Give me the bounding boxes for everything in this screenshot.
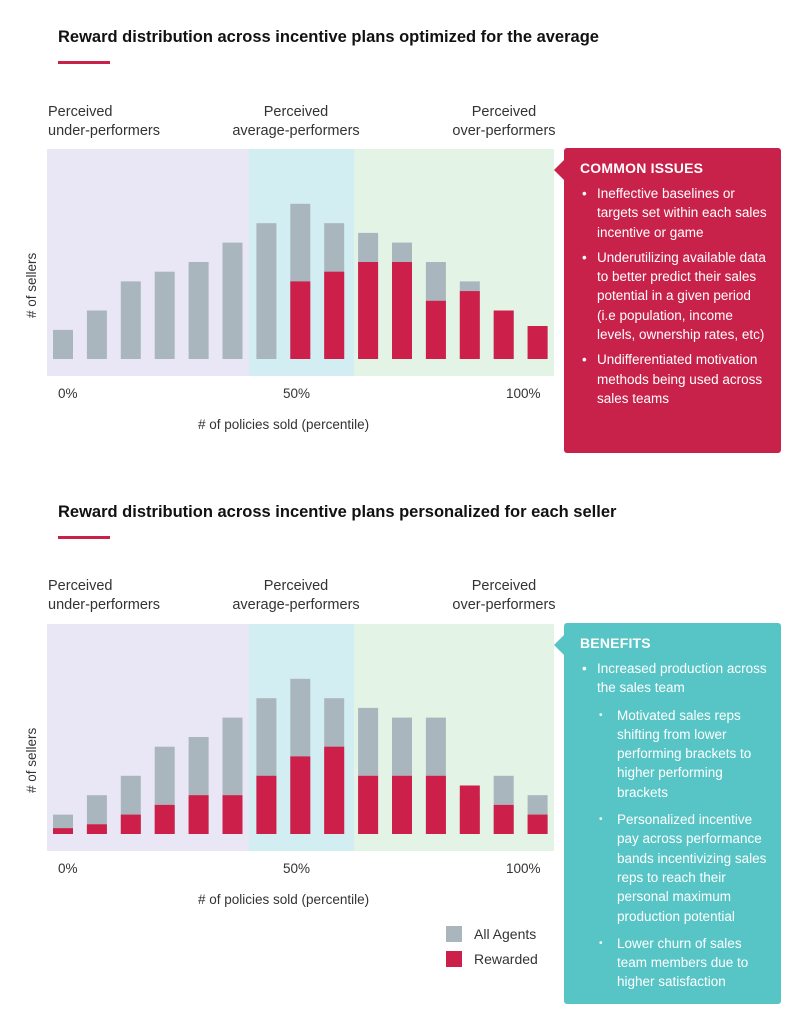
bar-all-agents <box>120 281 141 359</box>
band-label-line: under-performers <box>48 123 161 139</box>
chart2-band-label-over: Perceived over-performers <box>452 577 556 615</box>
bar-rewarded <box>358 775 379 834</box>
chart2-band-label-under: Perceived under-performers <box>48 577 160 615</box>
band-label-line: Perceived <box>48 104 113 120</box>
bar-rewarded <box>290 281 311 359</box>
band-label-line: Perceived <box>471 578 537 594</box>
bar-rewarded <box>256 775 277 834</box>
band-label-line: average-performers <box>232 123 360 139</box>
x-tick-0: 0% <box>58 861 78 876</box>
x-tick-0: 0% <box>58 386 78 401</box>
band-label-line: Perceived <box>263 578 329 594</box>
benefits-subitem: Motivated sales reps shifting from lower… <box>597 706 771 802</box>
bar-rewarded <box>290 756 311 834</box>
bar-all-agents <box>53 329 73 359</box>
bar-all-agents <box>222 242 243 359</box>
callout-title: COMMON ISSUES <box>580 160 704 176</box>
benefits-list: Increased production across the sales te… <box>580 659 771 992</box>
bar-rewarded <box>86 824 107 834</box>
x-axis-label: # of policies sold (percentile) <box>198 892 369 907</box>
bar-all-agents <box>86 310 107 359</box>
chart1-bars <box>53 203 548 359</box>
chart1-svg: 0% 50% 100% # of policies sold (percenti… <box>24 149 554 432</box>
chart1-band-label-average: Perceived average-performers <box>232 103 360 141</box>
bar-rewarded <box>392 775 412 834</box>
bar-rewarded <box>53 828 73 834</box>
chart1-band-label-under: Perceived under-performers <box>48 103 160 141</box>
chart1-title-rule <box>58 61 110 64</box>
legend-swatch-rewarded <box>446 951 462 967</box>
common-issues-callout: COMMON ISSUES Ineffective baselines or t… <box>554 148 781 453</box>
chart2-bars <box>53 678 548 834</box>
benefits-callout: BENEFITS Increased production across the… <box>554 623 781 1004</box>
x-tick-50: 50% <box>283 861 310 876</box>
bar-rewarded <box>154 804 175 834</box>
bar-rewarded <box>493 804 514 834</box>
benefits-subitem: Lower churn of sales team members due to… <box>597 934 771 992</box>
band-under <box>47 149 249 376</box>
benefits-sublist: Motivated sales reps shifting from lower… <box>597 706 771 992</box>
chart2-svg: 0% 50% 100% # of policies sold (percenti… <box>24 624 554 907</box>
band-over <box>354 149 554 376</box>
band-over <box>354 624 554 851</box>
issues-item: Undifferentiated motivation methods bein… <box>580 350 771 408</box>
issues-item: Underutilizing available data to better … <box>580 248 771 344</box>
callout-title: BENEFITS <box>580 635 651 651</box>
chart2-title-rule <box>58 536 110 539</box>
bar-rewarded <box>324 271 345 359</box>
x-tick-100: 100% <box>506 861 541 876</box>
y-axis-label: # of sellers <box>24 727 39 793</box>
callout-pointer <box>554 635 564 655</box>
legend-all-agents: All Agents <box>446 926 536 942</box>
x-tick-100: 100% <box>506 386 541 401</box>
bar-rewarded <box>425 300 446 359</box>
bar-rewarded <box>392 262 412 359</box>
band-label-line: Perceived <box>48 578 113 594</box>
bar-rewarded <box>358 262 379 359</box>
callout-pointer <box>554 160 564 180</box>
bar-all-agents <box>188 262 209 359</box>
issues-item: Ineffective baselines or targets set wit… <box>580 184 771 242</box>
bar-rewarded <box>188 795 209 834</box>
legend-swatch-all-agents <box>446 926 462 942</box>
bar-all-agents <box>256 223 277 359</box>
bar-rewarded <box>425 775 446 834</box>
band-label-line: over-performers <box>452 597 556 613</box>
bar-rewarded <box>493 310 514 359</box>
band-label-line: Perceived <box>263 104 329 120</box>
x-tick-50: 50% <box>283 386 310 401</box>
x-axis-label: # of policies sold (percentile) <box>198 417 369 432</box>
bar-rewarded <box>222 795 243 834</box>
legend-label: All Agents <box>474 926 537 942</box>
bar-rewarded <box>120 814 141 834</box>
benefits-main-item: Increased production across the sales te… <box>597 661 767 696</box>
bar-rewarded <box>324 746 345 834</box>
issues-list: Ineffective baselines or targets set wit… <box>580 184 771 408</box>
band-under <box>47 624 249 851</box>
bar-rewarded <box>459 291 480 359</box>
band-label-line: over-performers <box>452 123 556 139</box>
y-axis-label: # of sellers <box>24 252 39 318</box>
bar-rewarded <box>459 785 480 834</box>
chart1-band-label-over: Perceived over-performers <box>452 103 556 141</box>
benefits-item: Increased production across the sales te… <box>580 659 771 992</box>
chart2-band-label-average: Perceived average-performers <box>232 577 360 615</box>
bar-rewarded <box>527 814 548 834</box>
chart2-title: Reward distribution across incentive pla… <box>58 503 617 521</box>
band-label-line: Perceived <box>471 104 537 120</box>
band-label-line: average-performers <box>232 597 360 613</box>
legend-label: Rewarded <box>474 951 538 967</box>
bar-rewarded <box>527 326 548 359</box>
benefits-subitem: Personalized incentive pay across perfor… <box>597 810 771 926</box>
chart1-title: Reward distribution across incentive pla… <box>58 28 599 46</box>
legend-rewarded: Rewarded <box>446 951 538 967</box>
band-label-line: under-performers <box>48 597 161 613</box>
bar-all-agents <box>154 271 175 359</box>
